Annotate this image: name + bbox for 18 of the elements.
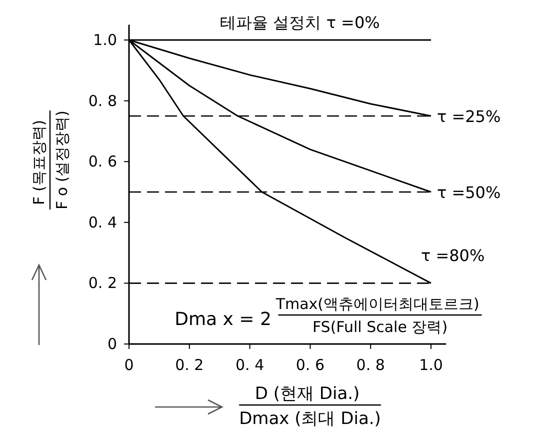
y-tick-label: 0. 6 xyxy=(88,152,117,171)
series-label: τ =50% xyxy=(437,183,501,202)
y-tick-label: 0. 4 xyxy=(88,213,117,232)
y-tick-label: 0. 2 xyxy=(88,274,117,292)
series-label: τ =80% xyxy=(421,246,485,266)
y-tick-label: 0. 8 xyxy=(88,92,117,110)
x-tick-label: 0. 2 xyxy=(175,356,204,374)
x-tick-label: 0. 8 xyxy=(356,356,385,374)
x-tick-label: 0 xyxy=(124,356,134,374)
y-tick-label: 0 xyxy=(107,335,117,353)
x-tick-label: 1.0 xyxy=(419,356,443,374)
series-label: τ =25% xyxy=(437,107,501,126)
y-axis-title: F (목표장력) F o (설정장력) xyxy=(30,110,71,210)
x-tick-label: 0. 6 xyxy=(296,356,325,374)
x-tick-label: 0. 4 xyxy=(235,356,264,374)
y-tick-label: 1.0 xyxy=(93,31,117,49)
x-axis-title: D (현재 Dia.) Dmax (최대 Dia.) xyxy=(239,384,381,429)
series-label: 테파율 설정치 τ =0% xyxy=(220,13,380,32)
